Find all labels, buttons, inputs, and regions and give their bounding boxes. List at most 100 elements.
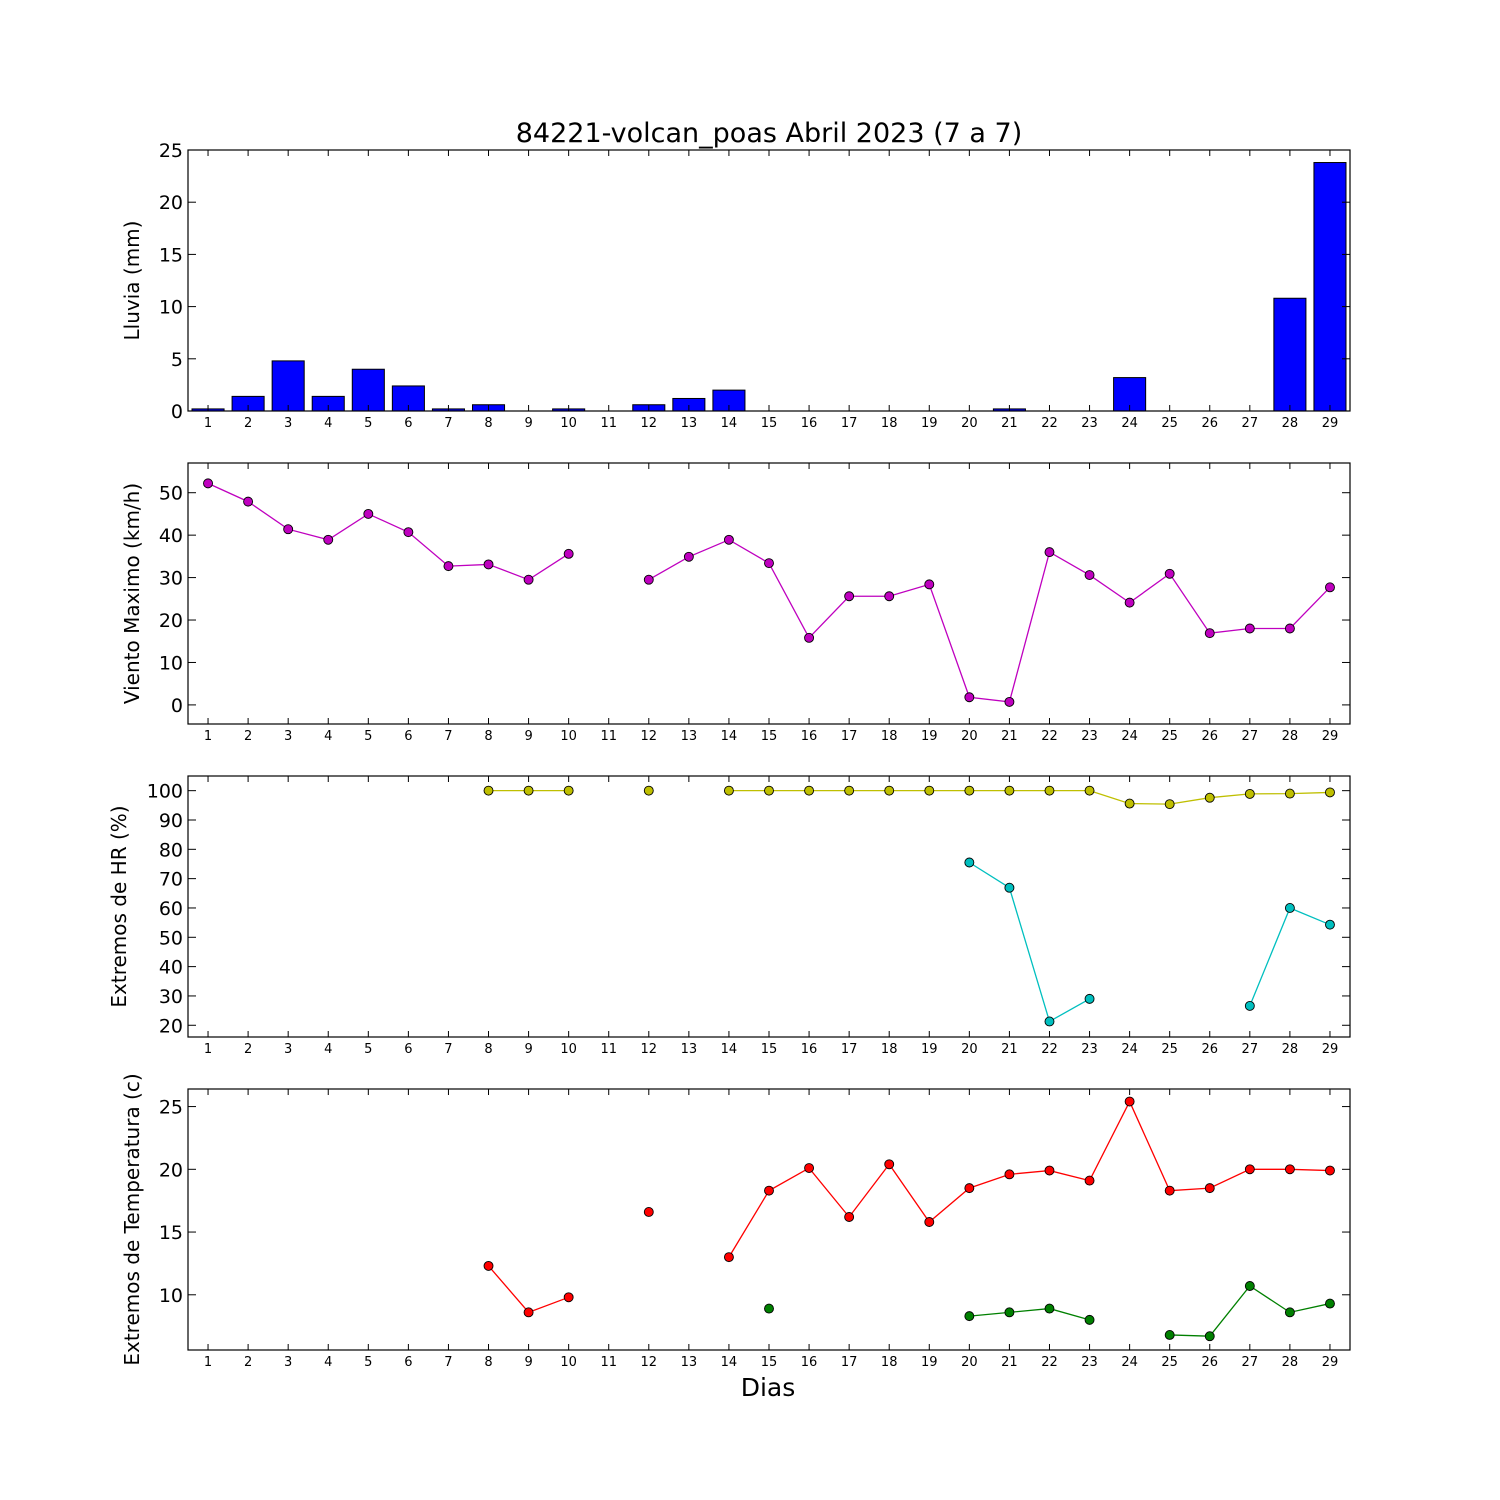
series-0-point-day-7	[443, 561, 454, 572]
series-1-point-day-29	[1325, 919, 1335, 930]
x-tick-label: 5	[364, 1355, 372, 1370]
x-tick-label: 3	[284, 416, 292, 431]
x-tick-label: 13	[681, 1355, 698, 1370]
series-0-point-day-20	[964, 692, 975, 703]
series-0-point-day-18	[884, 591, 895, 602]
x-tick-label: 1	[204, 1355, 212, 1370]
x-tick-label: 15	[761, 416, 778, 431]
x-tick-label: 16	[801, 1355, 818, 1370]
series-0-point-day-10	[563, 1292, 574, 1303]
x-tick-label: 24	[1121, 1355, 1138, 1370]
x-tick-label: 18	[881, 729, 898, 744]
series-1-line-segment-0	[968, 861, 1090, 1023]
series-1-point-day-27	[1244, 1281, 1255, 1291]
series-0-point-day-17	[844, 785, 855, 796]
bar-day-5	[351, 368, 385, 412]
bar-day-29	[1313, 162, 1347, 412]
series-0-point-day-12	[643, 574, 654, 585]
series-0-point-day-22	[1044, 1165, 1055, 1176]
x-tick-label: 13	[681, 729, 698, 744]
x-tick-label: 11	[600, 1355, 617, 1370]
x-tick-label: 2	[244, 729, 252, 744]
y-tick-label: 90	[159, 810, 183, 832]
x-tick-label: 27	[1242, 729, 1259, 744]
y-tick-label: 15	[159, 244, 183, 266]
series-1-point-day-15	[764, 1303, 774, 1314]
series-0-point-day-22	[1044, 547, 1055, 558]
x-tick-label: 7	[444, 729, 452, 744]
y-tick-label: 20	[159, 1015, 183, 1037]
x-tick-label: 18	[881, 416, 898, 431]
series-1-point-day-25	[1164, 1329, 1175, 1340]
x-tick-label: 3	[284, 1042, 292, 1057]
series-0-point-day-26	[1204, 1183, 1215, 1194]
x-tick-label: 13	[681, 1042, 698, 1057]
bar-day-3	[271, 360, 305, 412]
x-tick-label: 4	[324, 1355, 332, 1370]
x-tick-label: 8	[484, 1355, 492, 1370]
series-0-point-day-8	[483, 785, 494, 796]
x-tick-label: 27	[1242, 1355, 1259, 1370]
y-tick-label: 10	[159, 297, 183, 319]
x-tick-label: 28	[1282, 1355, 1299, 1370]
x-tick-label: 20	[961, 416, 978, 431]
x-tick-label: 7	[444, 416, 452, 431]
series-1-point-day-22	[1044, 1016, 1055, 1027]
x-tick-label: 5	[364, 416, 372, 431]
y-tick-label: 80	[159, 839, 183, 861]
x-tick-label: 21	[1001, 729, 1018, 744]
x-tick-label: 26	[1201, 729, 1218, 744]
series-0-point-day-18	[884, 1159, 895, 1170]
series-1-line-segment-2	[1169, 1285, 1331, 1337]
series-0-point-day-14	[723, 785, 734, 796]
y-tick-label: 50	[159, 483, 183, 505]
x-tick-label: 7	[444, 1355, 452, 1370]
series-1-point-day-23	[1084, 993, 1095, 1004]
y-tick-label: 10	[159, 652, 183, 674]
y-tick-label: 30	[159, 986, 183, 1008]
x-tick-label: 17	[841, 1355, 858, 1370]
series-0-point-day-21	[1004, 1169, 1015, 1180]
series-0-point-day-23	[1084, 1175, 1095, 1186]
series-0-point-day-25	[1164, 568, 1175, 579]
x-tick-label: 25	[1161, 729, 1178, 744]
y-tick-label: 20	[159, 192, 183, 214]
series-0-point-day-3	[283, 524, 294, 535]
series-0-point-day-23	[1084, 785, 1095, 796]
series-0-point-day-17	[844, 1212, 855, 1222]
y-tick-label: 5	[171, 349, 183, 371]
x-tick-label: 4	[324, 729, 332, 744]
x-tick-label: 1	[204, 1042, 212, 1057]
series-0-point-day-16	[804, 1163, 815, 1174]
series-0-point-day-12	[643, 785, 654, 796]
y-tick-label: 10	[159, 1285, 183, 1307]
y-tick-label: 60	[159, 898, 183, 920]
x-tick-label: 2	[244, 416, 252, 431]
series-0-point-day-14	[723, 1252, 734, 1263]
series-0-line-segment-0	[488, 1265, 569, 1314]
x-tick-label: 4	[324, 1042, 332, 1057]
series-1-point-day-21	[1004, 882, 1015, 893]
x-tick-label: 19	[921, 1042, 938, 1057]
x-tick-label: 20	[961, 729, 978, 744]
x-tick-label: 25	[1161, 1042, 1178, 1057]
series-0-point-day-8	[483, 559, 494, 570]
x-tick-label: 1	[204, 729, 212, 744]
series-1-point-day-22	[1044, 1303, 1055, 1314]
series-0-point-day-28	[1284, 623, 1295, 634]
x-tick-label: 23	[1081, 1042, 1098, 1057]
series-1-point-day-20	[964, 857, 975, 868]
x-tick-label: 24	[1121, 729, 1138, 744]
x-tick-label: 18	[881, 1355, 898, 1370]
x-tick-label: 4	[324, 416, 332, 431]
series-0-point-day-15	[764, 558, 774, 569]
series-0-line-segment-1	[648, 539, 1331, 703]
x-tick-label: 22	[1041, 416, 1058, 431]
series-0-point-day-21	[1004, 785, 1015, 796]
y-tick-label: 20	[159, 610, 183, 632]
series-0-point-day-26	[1204, 628, 1215, 639]
x-tick-label: 27	[1242, 416, 1259, 431]
x-tick-label: 12	[641, 729, 658, 744]
